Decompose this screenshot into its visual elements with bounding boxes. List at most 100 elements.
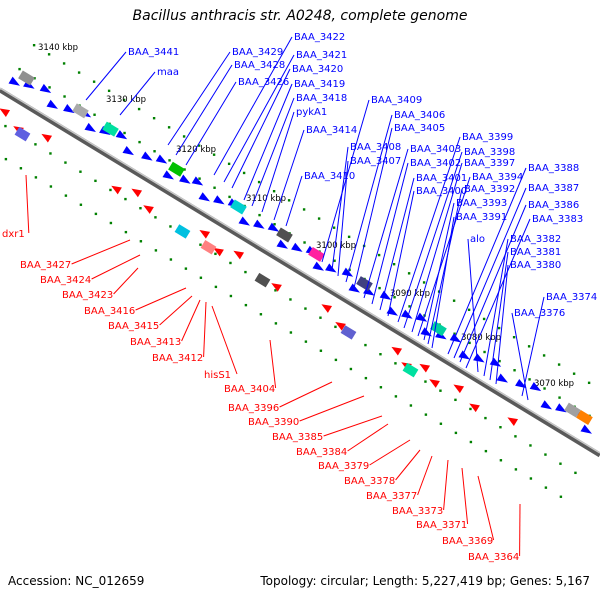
forward-gene-arrow	[191, 176, 204, 186]
forward-gene-label: BAA_3414	[306, 125, 357, 136]
forward-gene-arrow	[580, 424, 592, 434]
tick-dot	[183, 168, 186, 171]
forward-gene-label: BAA_3391	[456, 212, 507, 223]
tick-dot	[184, 267, 188, 270]
tick-dot	[167, 126, 171, 129]
forward-leader-line	[213, 36, 293, 176]
tick-dot	[272, 189, 276, 193]
forward-leader-line	[273, 129, 305, 221]
forward-feature-block	[430, 321, 447, 337]
reverse-gene-label: BAA_3427	[20, 260, 71, 271]
reverse-gene-arrow	[131, 188, 143, 198]
reverse-feature-block	[14, 126, 31, 142]
reverse-gene-arrow	[271, 283, 282, 292]
reverse-gene-label: BAA_3423	[62, 290, 113, 301]
forward-leader-line	[285, 175, 303, 227]
tick-dot	[304, 340, 308, 343]
reverse-leader-line	[369, 439, 411, 466]
reverse-leader-line	[279, 381, 333, 408]
forward-gene-arrow	[312, 261, 324, 271]
tick-dot	[439, 389, 442, 392]
tick-dot	[107, 89, 111, 93]
tick-dot	[274, 289, 277, 292]
tick-dot	[542, 354, 546, 357]
forward-gene-label: BAA_3419	[294, 79, 345, 90]
reverse-gene-arrow	[391, 346, 403, 356]
tick-dot	[424, 380, 427, 383]
forward-gene-label: BAA_3405	[394, 123, 445, 134]
reverse-gene-label: BAA_3364	[468, 552, 519, 563]
tick-dot	[587, 381, 591, 385]
reverse-gene-label: BAA_3424	[40, 275, 91, 286]
forward-gene-arrow	[458, 350, 470, 360]
reverse-gene-label: BAA_3371	[416, 520, 467, 531]
tick-dot	[394, 362, 397, 365]
forward-gene-arrow	[141, 151, 153, 161]
forward-gene-label: BAA_3382	[510, 234, 561, 245]
forward-gene-arrow	[253, 219, 265, 229]
tick-dot	[154, 249, 158, 252]
tick-dot	[212, 153, 216, 156]
tick-dot	[454, 431, 458, 435]
reverse-gene-arrow	[143, 205, 154, 214]
tick-dot	[4, 157, 8, 161]
reverse-gene-label: BAA_3385	[272, 432, 323, 443]
tick-dot	[572, 372, 576, 375]
tick-dot	[227, 162, 231, 166]
tick-dot	[18, 67, 21, 71]
forward-gene-label: BAA_3409	[371, 95, 422, 106]
reverse-gene-label: BAA_3396	[228, 403, 279, 414]
tick-dot	[109, 188, 112, 192]
tick-dot	[424, 413, 428, 416]
forward-feature-block	[72, 103, 89, 119]
tick-dot	[334, 358, 338, 362]
forward-gene-label: alo	[470, 234, 485, 245]
forward-feature-block	[276, 227, 293, 243]
forward-leader-line	[431, 216, 455, 349]
forward-leader-line	[223, 54, 295, 183]
backbone	[0, 87, 600, 458]
tick-dot	[347, 235, 351, 239]
accession: Accession: NC_012659	[8, 574, 145, 588]
reverse-gene-arrow	[0, 108, 11, 117]
forward-gene-label: pykA1	[296, 107, 327, 118]
forward-feature-block	[18, 70, 35, 86]
tick-dot	[274, 322, 278, 325]
tick-dot	[379, 353, 382, 356]
tick-dot	[4, 124, 7, 128]
reverse-gene-label: BAA_3415	[108, 321, 159, 332]
tick-dot	[92, 80, 96, 83]
tick-dot	[109, 221, 113, 225]
forward-gene-label: BAA_3394	[472, 172, 523, 183]
forward-gene-label: BAA_3400	[416, 186, 467, 197]
forward-gene-label: BAA_3410	[304, 171, 355, 182]
forward-gene-arrow	[515, 378, 527, 389]
kbp-tick-label: 3080 kbp	[461, 333, 501, 343]
reverse-leader-line	[25, 174, 30, 234]
reverse-gene-arrow	[41, 133, 53, 143]
tick-dot	[544, 486, 548, 489]
reverse-feature-block	[402, 362, 419, 378]
tick-dot	[317, 217, 321, 220]
kbp-tick-label: 3140 kbp	[38, 43, 78, 53]
tick-dot	[559, 495, 563, 498]
reverse-gene-labels: dxr1 BAA_3427 BAA_3424 BAA_3423 BAA_3416 BAA_…	[2, 229, 519, 563]
genome-summary: Topology: circular; Length: 5,227,419 bp…	[260, 574, 590, 588]
tick-dot	[197, 144, 201, 147]
reverse-gene-label: BAA_3413	[130, 337, 181, 348]
reverse-gene-label: BAA_3379	[318, 461, 369, 472]
reverse-gene-label: BAA_3404	[224, 384, 275, 395]
forward-gene-label: BAA_3383	[532, 214, 583, 225]
tick-dot	[303, 241, 306, 244]
forward-gene-label: BAA_3402	[410, 158, 461, 169]
reverse-leader-line	[443, 459, 449, 511]
forward-features	[8, 70, 593, 434]
forward-gene-arrow	[213, 195, 225, 205]
tick-dot	[364, 376, 368, 380]
tick-dot	[514, 468, 518, 471]
reverse-gene-arrow	[199, 230, 211, 239]
tick-dot	[469, 407, 472, 411]
forward-gene-arrow	[238, 216, 250, 226]
forward-leader-line	[467, 238, 479, 373]
